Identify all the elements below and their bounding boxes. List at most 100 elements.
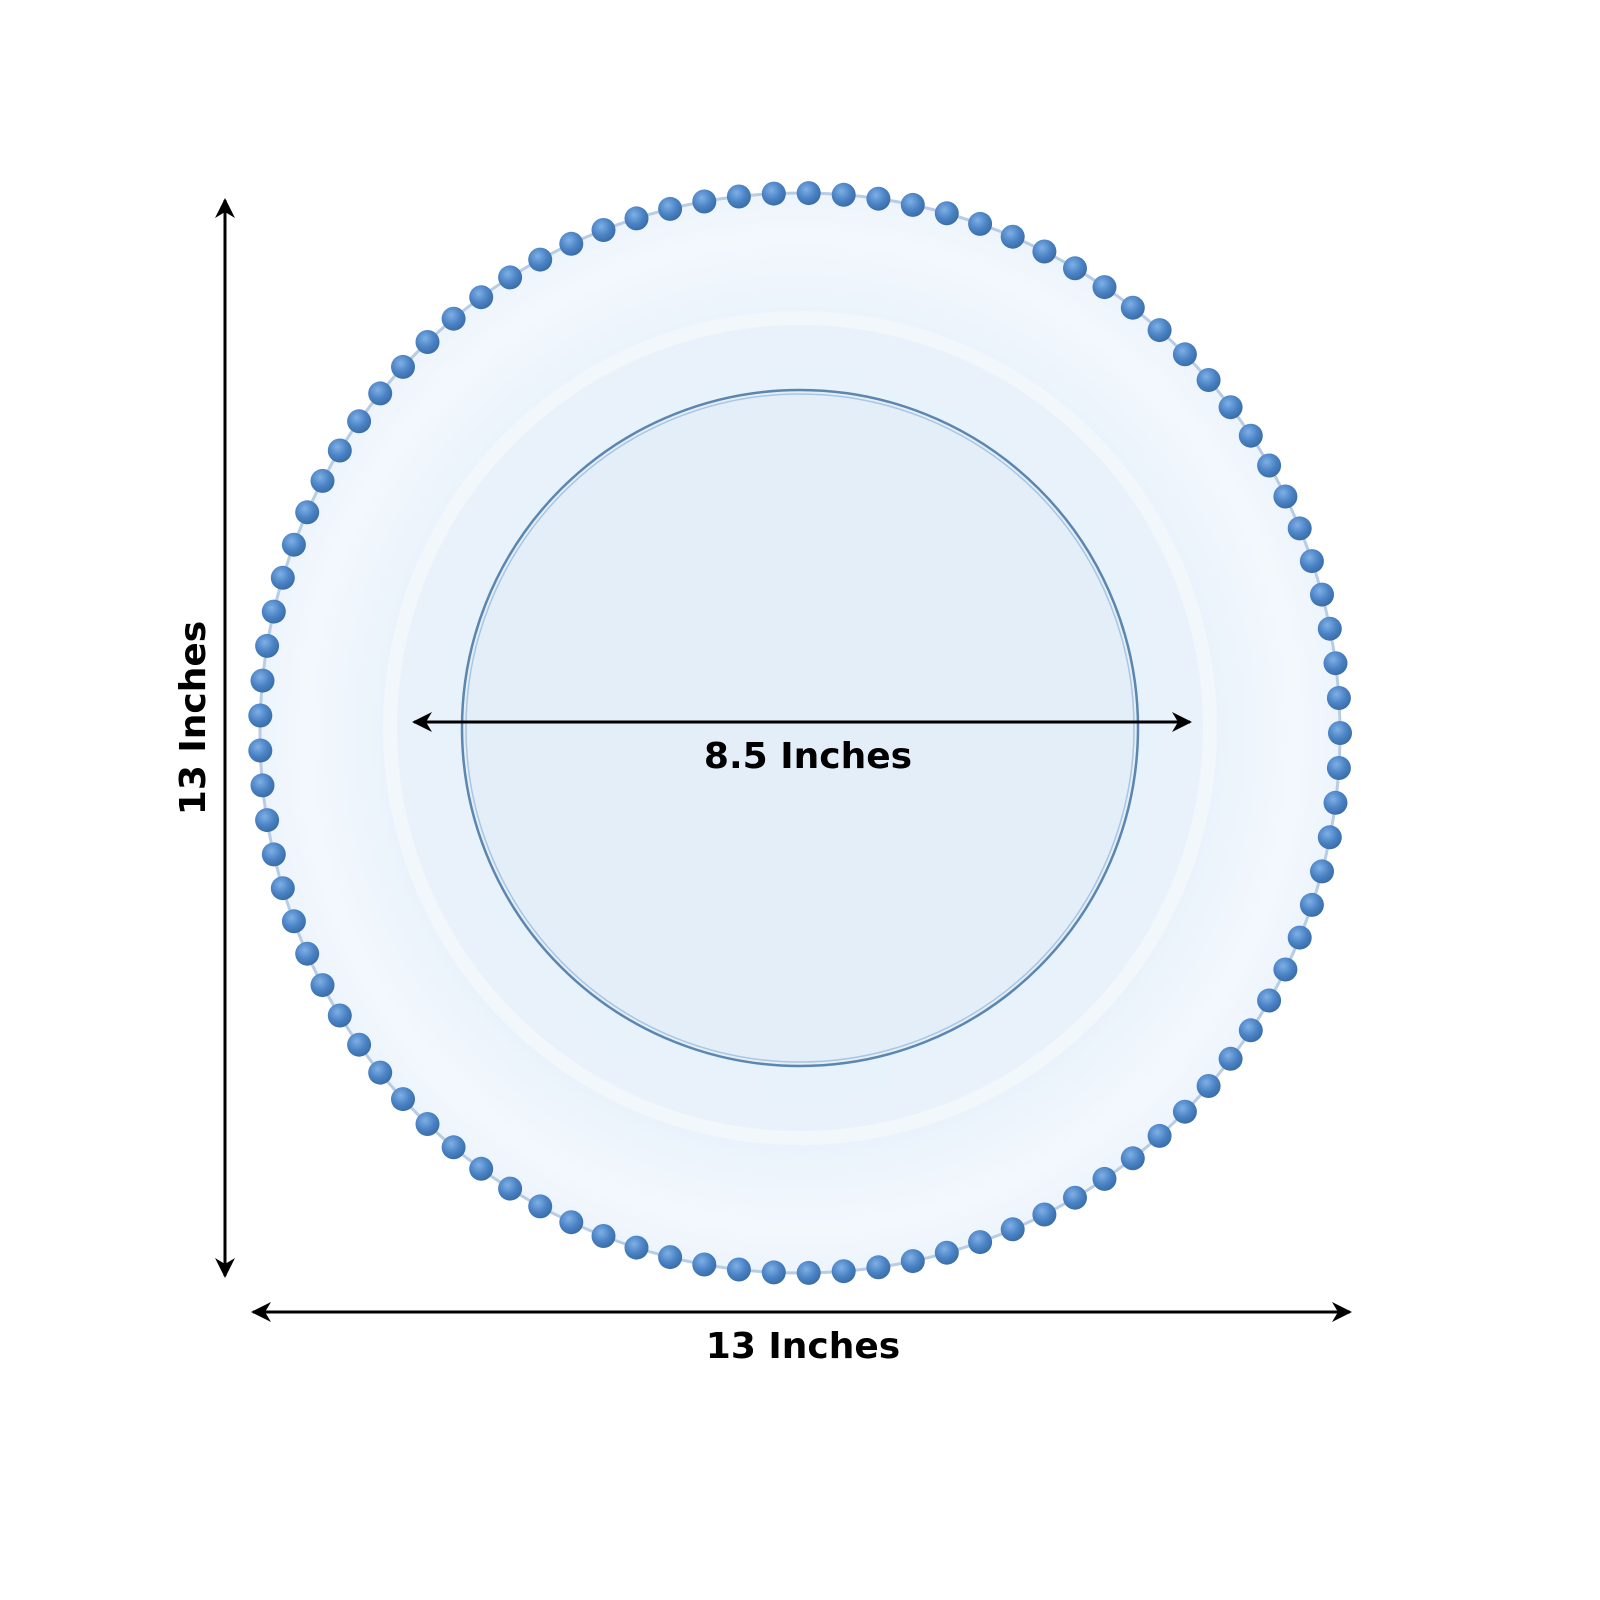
bead	[1326, 686, 1351, 710]
bead	[1299, 892, 1324, 917]
bead	[1257, 988, 1282, 1013]
inner-diameter-label: 8.5 Inches	[704, 736, 912, 777]
bead	[796, 181, 821, 206]
bead	[1000, 1217, 1025, 1242]
bead	[1273, 957, 1298, 982]
bead	[415, 1112, 440, 1136]
bead	[1218, 1046, 1243, 1071]
bead	[498, 1176, 523, 1201]
bead	[1092, 1166, 1117, 1191]
bead	[270, 876, 295, 901]
bead	[347, 409, 372, 434]
bead	[1317, 616, 1342, 641]
bead	[692, 1252, 717, 1277]
bead	[831, 1259, 856, 1284]
bead	[1000, 224, 1025, 249]
bead	[327, 438, 352, 463]
bead	[250, 668, 275, 693]
bead	[347, 1032, 372, 1057]
bead	[441, 1135, 466, 1160]
bead	[368, 381, 393, 406]
bead	[1120, 295, 1145, 320]
bead	[1172, 342, 1197, 367]
bead	[1218, 395, 1243, 420]
bead	[1310, 859, 1334, 884]
bead	[1063, 1185, 1087, 1210]
bead	[281, 909, 306, 934]
bead	[1299, 549, 1324, 574]
bead	[968, 211, 993, 236]
bead	[1196, 1074, 1221, 1098]
bead	[469, 285, 494, 310]
bead	[726, 1257, 751, 1282]
bead	[591, 1224, 616, 1248]
bead	[1147, 318, 1172, 343]
bead	[441, 306, 466, 331]
bead	[1287, 925, 1312, 950]
bead	[1328, 721, 1352, 745]
bead	[559, 1210, 584, 1235]
bead	[761, 1260, 786, 1285]
bead	[250, 773, 275, 798]
bead	[255, 633, 280, 658]
bead	[934, 201, 959, 226]
bead	[469, 1156, 494, 1181]
bead	[261, 599, 286, 624]
bead	[1323, 651, 1348, 676]
bead	[934, 1240, 959, 1265]
bead	[310, 973, 335, 998]
bead	[1032, 1202, 1057, 1227]
bead	[1323, 790, 1348, 815]
bead	[528, 1194, 553, 1219]
bead	[559, 231, 584, 256]
bead	[831, 182, 856, 207]
bead	[498, 265, 523, 290]
bead	[1310, 582, 1334, 607]
bead	[658, 196, 683, 221]
bead	[1317, 825, 1342, 850]
plate-well-shade	[383, 311, 1217, 1145]
bead	[1273, 484, 1298, 509]
bead	[968, 1230, 993, 1255]
bead	[591, 218, 616, 242]
bead	[1120, 1146, 1145, 1171]
bead	[248, 738, 273, 763]
bead	[1287, 516, 1312, 541]
bead	[1147, 1123, 1172, 1148]
bead	[624, 206, 649, 231]
bead	[327, 1003, 352, 1028]
bead	[310, 468, 335, 493]
bead	[1238, 423, 1263, 448]
height-label: 13 Inches	[173, 621, 214, 815]
bead	[900, 192, 925, 217]
bead	[726, 184, 751, 209]
bead	[295, 941, 320, 966]
bead	[391, 1087, 415, 1112]
bead	[391, 354, 415, 379]
bead	[255, 808, 280, 833]
bead	[528, 247, 553, 272]
plate	[248, 181, 1352, 1285]
bead	[281, 532, 306, 557]
bead	[415, 330, 440, 354]
bead	[692, 189, 717, 214]
bead	[295, 500, 320, 525]
bead	[368, 1060, 393, 1085]
bead	[796, 1260, 821, 1285]
bead	[1172, 1099, 1197, 1124]
bead	[1326, 756, 1351, 780]
bead	[270, 565, 295, 590]
bead	[1032, 239, 1057, 264]
bead	[248, 703, 273, 728]
bead	[1196, 368, 1221, 392]
bead	[1063, 256, 1087, 281]
bead	[658, 1245, 683, 1270]
bead	[866, 186, 891, 211]
bead	[624, 1235, 649, 1260]
bead	[866, 1255, 891, 1280]
bead	[261, 842, 286, 867]
bead	[1092, 275, 1117, 300]
bead	[761, 181, 786, 206]
bead	[1238, 1018, 1263, 1043]
